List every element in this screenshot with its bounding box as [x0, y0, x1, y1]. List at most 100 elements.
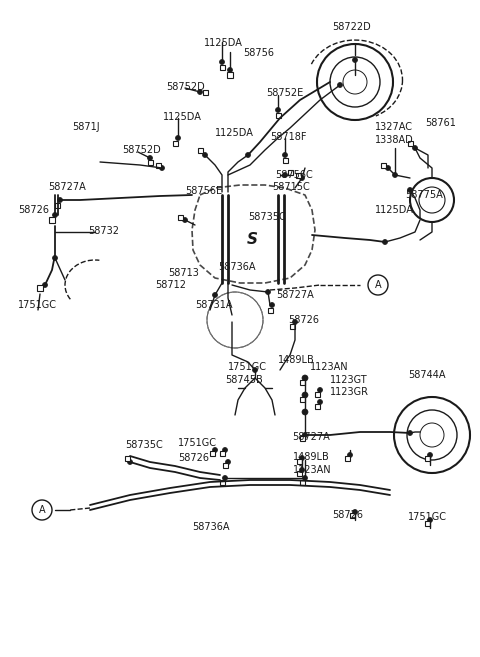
Circle shape	[428, 518, 432, 522]
Circle shape	[228, 68, 232, 72]
Bar	[147, 160, 153, 164]
Text: 1751GC: 1751GC	[408, 512, 447, 522]
Bar	[349, 512, 355, 518]
Text: 1338AD: 1338AD	[375, 135, 414, 145]
Circle shape	[182, 217, 188, 223]
Text: 1125DA: 1125DA	[375, 205, 414, 215]
Circle shape	[176, 135, 180, 141]
Bar	[156, 162, 160, 168]
Text: 1125DA: 1125DA	[204, 38, 243, 48]
Text: 58775A: 58775A	[405, 190, 443, 200]
Bar	[297, 459, 301, 463]
Circle shape	[223, 447, 228, 453]
Bar	[37, 285, 43, 291]
Circle shape	[317, 388, 323, 392]
Circle shape	[412, 145, 418, 150]
Bar	[424, 520, 430, 526]
Circle shape	[159, 166, 165, 171]
Circle shape	[203, 152, 207, 158]
Bar	[424, 455, 430, 461]
Circle shape	[283, 173, 288, 177]
Bar	[297, 470, 301, 476]
Text: 58752D: 58752D	[122, 145, 161, 155]
Text: 1489LB: 1489LB	[293, 452, 330, 462]
Text: 58726: 58726	[18, 205, 49, 215]
Text: 1123GT: 1123GT	[330, 375, 368, 385]
Bar	[178, 214, 182, 219]
Circle shape	[147, 156, 153, 160]
Circle shape	[269, 302, 275, 307]
Circle shape	[276, 108, 280, 112]
Bar	[289, 323, 295, 328]
Text: 58726: 58726	[178, 453, 209, 463]
Bar	[197, 148, 203, 152]
Circle shape	[58, 198, 62, 202]
Circle shape	[302, 476, 308, 480]
Circle shape	[43, 283, 48, 288]
Text: 1751GC: 1751GC	[18, 300, 57, 310]
Circle shape	[348, 453, 352, 457]
Bar	[314, 392, 320, 397]
Circle shape	[408, 430, 412, 436]
Circle shape	[245, 152, 251, 158]
Bar	[172, 141, 178, 145]
Circle shape	[302, 392, 308, 398]
Circle shape	[300, 455, 304, 461]
Bar	[124, 455, 130, 461]
Text: 58736A: 58736A	[192, 522, 229, 532]
Circle shape	[197, 89, 203, 95]
Bar	[219, 451, 225, 455]
Bar	[381, 162, 385, 168]
Text: 58727A: 58727A	[292, 432, 330, 442]
Circle shape	[428, 453, 432, 457]
Circle shape	[383, 240, 387, 244]
Circle shape	[128, 459, 132, 464]
Text: 1751GC: 1751GC	[228, 362, 267, 372]
Bar	[267, 307, 273, 313]
Circle shape	[226, 459, 230, 464]
Text: 58756E: 58756E	[185, 186, 222, 196]
Text: 58736A: 58736A	[218, 262, 255, 272]
Text: A: A	[375, 280, 381, 290]
Text: 58745B: 58745B	[225, 375, 263, 385]
Bar	[300, 480, 304, 484]
Circle shape	[292, 319, 298, 325]
Circle shape	[352, 509, 358, 514]
Text: 58726: 58726	[332, 510, 363, 520]
Circle shape	[52, 256, 58, 260]
Text: 58735C: 58735C	[125, 440, 163, 450]
Circle shape	[213, 292, 217, 298]
Text: 58756C: 58756C	[275, 170, 313, 180]
Circle shape	[317, 399, 323, 405]
Text: 1123GR: 1123GR	[330, 387, 369, 397]
Circle shape	[52, 212, 58, 217]
Text: 1751GC: 1751GC	[178, 438, 217, 448]
Text: 58715C: 58715C	[272, 182, 310, 192]
Bar	[300, 397, 304, 401]
Bar	[55, 202, 60, 208]
Circle shape	[252, 367, 257, 373]
Text: 5871J: 5871J	[72, 122, 100, 132]
Text: 58732: 58732	[88, 226, 119, 236]
Text: 58718F: 58718F	[270, 132, 307, 142]
Bar	[227, 72, 233, 78]
Text: S: S	[247, 233, 257, 248]
Text: 58744A: 58744A	[408, 370, 445, 380]
Circle shape	[213, 447, 217, 453]
Text: 58761: 58761	[425, 118, 456, 128]
Text: 1123AN: 1123AN	[293, 465, 332, 475]
Text: 1123AN: 1123AN	[310, 362, 348, 372]
Text: 1125DA: 1125DA	[163, 112, 202, 122]
Text: 58713: 58713	[168, 268, 199, 278]
Circle shape	[265, 290, 271, 294]
Text: 58752D: 58752D	[166, 82, 205, 92]
Circle shape	[393, 173, 397, 177]
Text: 58722D: 58722D	[332, 22, 371, 32]
Circle shape	[300, 468, 304, 472]
Circle shape	[300, 175, 304, 181]
Bar	[219, 480, 225, 484]
Bar	[209, 451, 215, 455]
Bar	[408, 141, 412, 145]
Text: 1327AC: 1327AC	[375, 122, 413, 132]
Text: 58727A: 58727A	[276, 290, 314, 300]
